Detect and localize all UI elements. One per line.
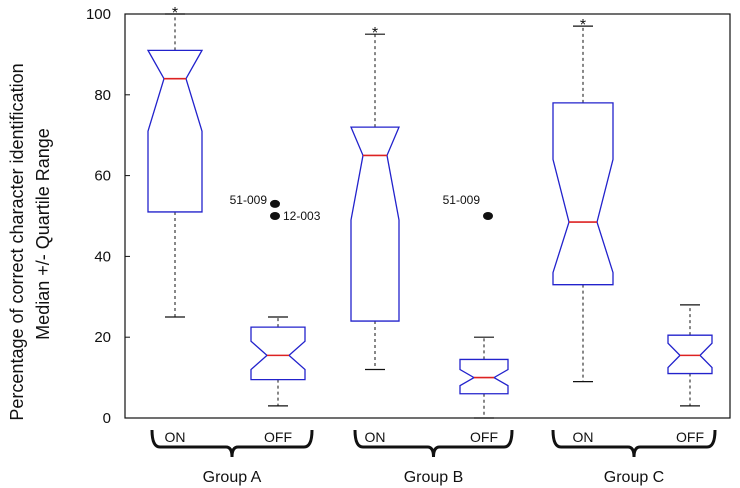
y-tick-label: 60 <box>94 168 111 185</box>
group-brace <box>150 429 314 458</box>
extreme-marker: * <box>372 25 378 42</box>
y-tick-label: 0 <box>103 410 111 427</box>
box-group-b-off <box>459 336 509 419</box>
y-tick-label: 100 <box>86 6 111 23</box>
outlier-label: 51-009 <box>230 193 268 207</box>
condition-label: OFF <box>676 429 704 445</box>
box-group-a-off <box>250 316 306 407</box>
group-brace <box>551 429 717 458</box>
group-group-a: ON OFF Group A <box>150 429 314 486</box>
outlier-label: 51-009 <box>443 193 481 207</box>
extreme-marker: * <box>580 17 586 34</box>
y-axis-title-line-2: Median +/- Quartile Range <box>33 128 53 340</box>
outlier-label: 12-003 <box>283 209 321 223</box>
condition-label: ON <box>365 429 386 445</box>
group-label: Group C <box>604 469 664 486</box>
group-brace <box>353 429 514 458</box>
box-group-a-on: * <box>146 5 204 318</box>
notched-box <box>459 358 509 395</box>
notched-box <box>552 102 614 286</box>
y-tick-label: 20 <box>94 329 111 346</box>
outliers: 51-009 12-003 51-009 <box>230 193 493 223</box>
condition-label: ON <box>573 429 594 445</box>
box-group-b-on: * <box>350 25 400 371</box>
outlier-point <box>483 212 493 220</box>
notched-box <box>146 49 204 213</box>
boxes: * * * <box>146 5 713 419</box>
y-axis-title: Percentage of correct character identifi… <box>7 63 53 420</box>
outlier-point <box>270 199 280 208</box>
box-group-c-off <box>667 304 713 407</box>
group-group-b: ON OFF Group B <box>353 429 514 486</box>
outlier-point <box>270 212 280 220</box>
group-label: Group A <box>203 469 262 486</box>
condition-label: ON <box>165 429 186 445</box>
notched-box <box>250 326 306 381</box>
notched-box <box>350 126 400 322</box>
axes: 0 20 40 60 80 100 <box>86 6 731 427</box>
condition-label: OFF <box>470 429 498 445</box>
condition-label: OFF <box>264 429 292 445</box>
group-label: Group B <box>404 469 464 486</box>
group-group-c: ON OFF Group C <box>551 429 717 486</box>
y-tick-label: 40 <box>94 248 111 265</box>
x-axis-labels: ON OFF Group A ON OFF Group B ON OFF Group C <box>150 429 717 486</box>
plot-frame <box>124 13 731 419</box>
y-tick-label: 80 <box>94 87 111 104</box>
extreme-marker: * <box>172 5 178 22</box>
notched-box <box>667 334 713 375</box>
box-group-c-on: * <box>552 17 614 383</box>
y-axis-title-line-1: Percentage of correct character identifi… <box>7 63 27 420</box>
